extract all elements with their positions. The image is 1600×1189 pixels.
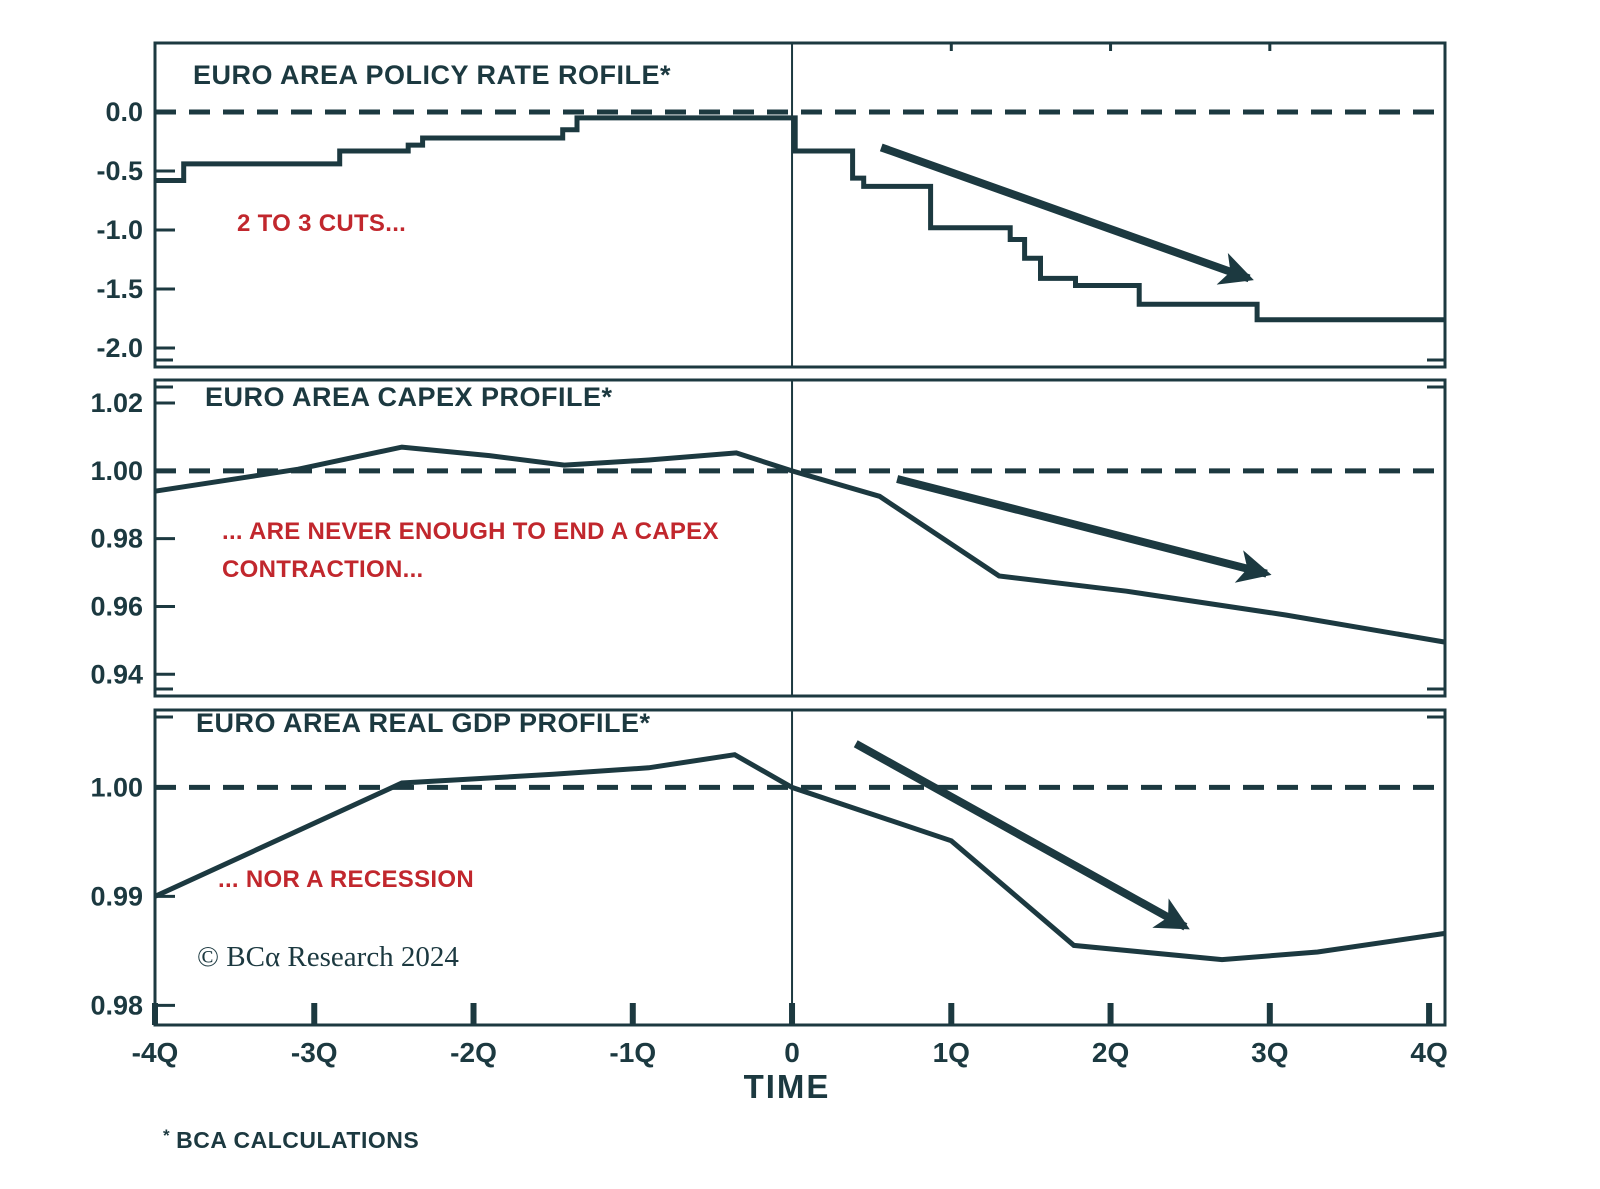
policy-rate-y-tick-label: -2.0 (96, 333, 143, 363)
policy-rate-trend-arrow (879, 143, 1254, 285)
euro-area-real-gdp-line (153, 752, 1446, 963)
footnote-text: BCA CALCULATIONS (176, 1127, 419, 1153)
policy-rate-y-tick-label: -0.5 (96, 156, 143, 186)
x-tick-label-3Q: 3Q (1251, 1037, 1288, 1068)
copyright-notice: © BCα Research 2024 (197, 941, 459, 973)
panel-capex-title: EURO AREA CAPEX PROFILE* (205, 382, 613, 412)
capex-annotation-line2: CONTRACTION... (222, 556, 424, 583)
x-tick-label--3Q: -3Q (291, 1037, 338, 1068)
euro-area-policy-rate-line (155, 115, 1445, 323)
x-tick-label-4Q: 4Q (1410, 1037, 1447, 1068)
capex-y-tick-label: 0.98 (90, 524, 143, 554)
capex-annotation-line1: ... ARE NEVER ENOUGH TO END A CAPEX (222, 518, 719, 545)
x-axis-title: TIME (744, 1068, 831, 1105)
policy-rate-y-tick-label: 0.0 (105, 97, 143, 127)
capex-trend-arrow (896, 475, 1272, 583)
real-gdp-y-tick-label: 1.00 (90, 772, 143, 802)
real-gdp-y-tick-label: 0.99 (90, 881, 143, 911)
x-tick-label--1Q: -1Q (609, 1037, 656, 1068)
capex-panel-border (153, 378, 1447, 698)
policy-rate-y-tick-label: -1.0 (96, 215, 143, 245)
policy-rate-panel-border (153, 41, 1447, 369)
capex-y-tick-label: 1.00 (90, 456, 143, 486)
x-tick-label--4Q: -4Q (132, 1037, 179, 1068)
x-tick-label-0: 0 (784, 1037, 800, 1068)
panel-gdp-title: EURO AREA REAL GDP PROFILE* (196, 708, 651, 738)
footnote-asterisk: * (163, 1126, 170, 1145)
chart-labels: EURO AREA POLICY RATE ROFILE* 2 TO 3 CUT… (163, 60, 831, 1153)
real-gdp-trend-arrow (853, 740, 1190, 931)
capex-y-tick-label: 0.94 (90, 659, 143, 689)
euro-area-capex-line (154, 444, 1446, 645)
gdp-annotation: ... NOR A RECESSION (218, 866, 474, 893)
x-tick-label-1Q: 1Q (933, 1037, 970, 1068)
panel-policy-rate-title: EURO AREA POLICY RATE ROFILE* (193, 60, 671, 90)
x-tick-label-2Q: 2Q (1092, 1037, 1129, 1068)
footnote: * BCA CALCULATIONS (163, 1126, 419, 1153)
x-tick-label--2Q: -2Q (450, 1037, 497, 1068)
capex-y-tick-label: 1.02 (90, 388, 143, 418)
real-gdp-y-tick-label: 0.98 (90, 990, 143, 1020)
capex-y-tick-label: 0.96 (90, 591, 143, 621)
chart-geometry: 0.0 -0.5 -1.0 -1.5 -2.0 1.02 1.00 0.98 0.96 0.94 1… (90, 41, 1448, 1068)
policy-rate-annotation: 2 TO 3 CUTS... (237, 210, 406, 237)
policy-rate-y-tick-label: -1.5 (96, 274, 143, 304)
real-gdp-panel-border (153, 708, 1447, 1027)
